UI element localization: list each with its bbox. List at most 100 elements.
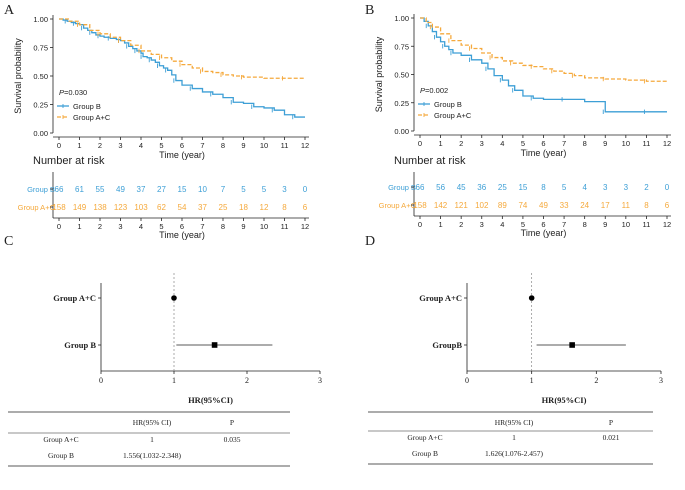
x-tick-label: 4	[500, 139, 504, 148]
table-header-cell: P	[609, 418, 613, 427]
risk-table-title: Number at risk	[394, 155, 466, 167]
p-value-prefix: P	[59, 88, 64, 97]
risk-count: 2	[644, 183, 649, 192]
x-tick-label: 9	[241, 141, 245, 150]
y-tick-label: 0.25	[33, 101, 48, 110]
legend-label-group-b: Group B	[73, 102, 101, 111]
risk-count: 45	[457, 183, 466, 192]
forest-x-tick-label: 3	[659, 376, 663, 385]
y-axis-label: Survival probability	[374, 36, 384, 112]
forest-x-axis-label: HR(95%CI)	[188, 395, 233, 405]
x-axis-label: Time (year)	[159, 150, 205, 160]
risk-x-tick-label: 6	[541, 220, 545, 229]
risk-x-tick-label: 0	[418, 220, 422, 229]
panel-letter: A	[4, 3, 15, 18]
risk-x-tick-label: 9	[241, 222, 245, 231]
table-cell: 1.556(1.032-2.348)	[123, 451, 182, 460]
forest-x-tick-label: 3	[318, 376, 322, 385]
x-tick-label: 6	[180, 141, 184, 150]
risk-count: 74	[518, 201, 527, 210]
y-tick-label: 0.00	[394, 127, 409, 136]
x-tick-label: 5	[521, 139, 525, 148]
x-tick-label: 6	[541, 139, 545, 148]
risk-count: 6	[665, 201, 670, 210]
x-tick-label: 10	[622, 139, 630, 148]
y-tick-label: 0.25	[394, 99, 409, 108]
risk-count: 158	[413, 201, 427, 210]
hr-point	[211, 342, 218, 348]
p-value-prefix: P	[420, 86, 425, 95]
forest-x-tick-label: 0	[99, 376, 103, 385]
risk-x-tick-label: 2	[459, 220, 463, 229]
legend-label-group-ac: Group A+C	[73, 113, 111, 122]
x-tick-label: 2	[98, 141, 102, 150]
x-axis-label: Time (year)	[521, 148, 567, 158]
x-tick-label: 9	[603, 139, 607, 148]
risk-x-tick-label: 11	[643, 220, 651, 229]
risk-x-tick-label: 2	[98, 222, 102, 231]
risk-count: 123	[114, 203, 128, 212]
risk-x-tick-label: 5	[159, 222, 163, 231]
table-cell: 1.626(1.076-2.457)	[485, 449, 544, 458]
risk-count: 89	[498, 201, 507, 210]
risk-count: 0	[665, 183, 670, 192]
hr-point-reference	[171, 295, 177, 301]
risk-count: 54	[178, 203, 187, 212]
table-cell: Group B	[48, 451, 74, 460]
x-tick-label: 0	[57, 141, 61, 150]
x-tick-label: 0	[418, 139, 422, 148]
p-value-label: P=0.030	[59, 88, 87, 97]
survival-curve-group-ac	[59, 18, 305, 79]
survival-curve-group-ac	[420, 17, 667, 82]
risk-count: 8	[644, 201, 649, 210]
risk-x-tick-label: 10	[260, 222, 268, 231]
risk-row-label-group-b: Group B	[27, 185, 55, 194]
risk-x-tick-label: 9	[603, 220, 607, 229]
forest-row-label: GroupB	[432, 340, 462, 350]
risk-count: 3	[282, 185, 287, 194]
risk-count: 158	[52, 203, 66, 212]
table-header-cell: HR(95% CI)	[495, 418, 534, 427]
risk-count: 3	[624, 183, 629, 192]
y-tick-label: 1.00	[33, 15, 48, 24]
y-axis-label: Survival probability	[13, 38, 23, 114]
x-tick-label: 3	[118, 141, 122, 150]
y-tick-label: 0.75	[394, 42, 409, 51]
y-tick-label: 0.50	[394, 71, 409, 80]
risk-x-tick-label: 0	[57, 222, 61, 231]
x-tick-label: 3	[480, 139, 484, 148]
risk-count: 0	[303, 185, 308, 194]
forest-panel-c: C 0 1 2 3 HR(95%CI) Group A+C Group B HR(95% CI)…	[4, 234, 322, 467]
table-cell: Group A+C	[407, 433, 442, 442]
risk-x-tick-label: 3	[480, 220, 484, 229]
legend-label-group-b: Group B	[434, 100, 462, 109]
risk-table-title: Number at risk	[33, 155, 105, 167]
x-tick-label: 8	[583, 139, 587, 148]
y-tick-label: 0.75	[33, 44, 48, 53]
risk-count: 49	[539, 201, 548, 210]
risk-x-tick-label: 12	[663, 220, 671, 229]
risk-count: 15	[518, 183, 527, 192]
km-panel-a: A0.000.250.500.751.000 1 2 3 4 5 6 7 8 9 10 11 12Sur…	[4, 3, 309, 240]
legend-label-group-ac: Group A+C	[434, 111, 472, 120]
p-value-text: =0.030	[64, 88, 87, 97]
x-tick-label: 1	[77, 141, 81, 150]
table-cell: Group A+C	[43, 435, 78, 444]
risk-count: 62	[157, 203, 166, 212]
risk-count: 8	[282, 203, 287, 212]
y-tick-label: 0.50	[33, 72, 48, 81]
risk-count: 18	[239, 203, 248, 212]
risk-x-tick-label: 7	[562, 220, 566, 229]
risk-x-tick-label: 11	[281, 222, 289, 231]
risk-count: 33	[560, 201, 569, 210]
risk-x-tick-label: 6	[180, 222, 184, 231]
risk-count: 56	[436, 183, 445, 192]
risk-count: 10	[198, 185, 207, 194]
x-tick-label: 12	[301, 141, 309, 150]
p-value-label: P=0.002	[420, 86, 448, 95]
risk-x-tick-label: 8	[583, 220, 587, 229]
forest-x-tick-label: 2	[594, 376, 598, 385]
risk-count: 66	[416, 183, 425, 192]
forest-x-tick-label: 2	[245, 376, 249, 385]
